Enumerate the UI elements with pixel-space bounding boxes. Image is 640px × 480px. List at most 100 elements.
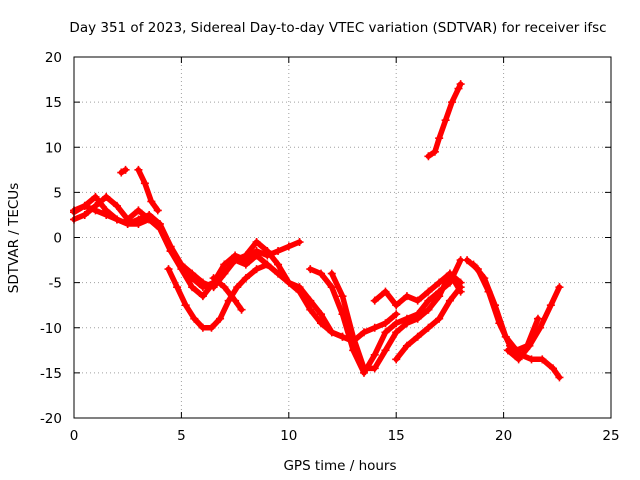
data-point xyxy=(241,260,250,269)
data-point xyxy=(140,179,149,188)
y-tick-label: 10 xyxy=(45,140,62,156)
series-track-7 xyxy=(210,275,245,313)
data-point xyxy=(392,319,401,328)
data-point xyxy=(381,287,390,296)
chart-title: Day 351 of 2023, Sidereal Day-to-day VTE… xyxy=(69,20,606,36)
data-point xyxy=(413,296,422,305)
data-point xyxy=(207,323,216,332)
data-point xyxy=(274,247,283,256)
data-point xyxy=(134,219,143,228)
data-point xyxy=(123,219,132,228)
data-point xyxy=(338,292,347,301)
data-point xyxy=(177,265,186,274)
data-point xyxy=(220,283,229,292)
data-point xyxy=(512,346,521,355)
data-point xyxy=(102,210,111,219)
data-point xyxy=(121,165,130,174)
data-point xyxy=(102,192,111,201)
data-point xyxy=(525,341,534,350)
data-point xyxy=(381,346,390,355)
data-point xyxy=(188,269,197,278)
data-point xyxy=(392,301,401,310)
axis-ticks: 0 5 10 15 20 25 -20 -15 -10 -5 0 5 10 15 20 xyxy=(40,50,620,444)
data-point xyxy=(413,314,422,323)
data-point xyxy=(263,247,272,256)
x-tick-label: 5 xyxy=(177,428,186,444)
y-tick-label: -10 xyxy=(40,321,62,337)
data-point xyxy=(469,260,478,269)
data-point xyxy=(155,224,164,233)
data-point xyxy=(445,296,454,305)
data-point xyxy=(527,355,536,364)
y-tick-label: 15 xyxy=(45,95,62,111)
data-point xyxy=(370,350,379,359)
data-point xyxy=(514,355,523,364)
data-point xyxy=(252,265,261,274)
data-point xyxy=(274,260,283,269)
data-point xyxy=(454,84,463,93)
data-point xyxy=(241,274,250,283)
series-track-6 xyxy=(165,261,271,331)
data-point xyxy=(448,98,457,107)
data-point xyxy=(284,278,293,287)
data-point xyxy=(263,260,272,269)
data-point xyxy=(359,364,368,373)
data-point xyxy=(480,274,489,283)
data-point xyxy=(80,210,89,219)
data-point xyxy=(501,332,510,341)
data-point xyxy=(435,292,444,301)
data-point xyxy=(327,283,336,292)
x-axis-label: GPS time / hours xyxy=(283,458,396,474)
data-point xyxy=(198,278,207,287)
data-point xyxy=(491,301,500,310)
y-tick-label: 0 xyxy=(53,231,62,247)
data-point xyxy=(134,165,143,174)
data-point xyxy=(370,296,379,305)
data-point xyxy=(402,292,411,301)
data-point xyxy=(134,206,143,215)
data-point xyxy=(252,251,261,260)
x-tick-label: 0 xyxy=(70,428,79,444)
data-point xyxy=(317,319,326,328)
series-track-5 xyxy=(135,167,161,214)
y-tick-label: -5 xyxy=(49,276,62,292)
data-point xyxy=(549,364,558,373)
data-point xyxy=(231,296,240,305)
data-point xyxy=(241,251,250,260)
grid-lines xyxy=(74,57,611,418)
data-point xyxy=(166,247,175,256)
data-point xyxy=(370,323,379,332)
data-point xyxy=(413,332,422,341)
y-tick-label: -15 xyxy=(40,366,62,382)
data-point xyxy=(306,305,315,314)
data-point xyxy=(284,242,293,251)
data-point xyxy=(424,323,433,332)
data-point xyxy=(231,256,240,265)
data-point xyxy=(147,197,156,206)
data-point xyxy=(164,265,173,274)
data-point xyxy=(327,328,336,337)
data-point xyxy=(327,269,336,278)
data-point xyxy=(145,215,154,224)
x-tick-label: 20 xyxy=(495,428,512,444)
data-point xyxy=(173,283,182,292)
data-point xyxy=(233,283,242,292)
y-tick-label: 20 xyxy=(45,50,62,66)
data-point xyxy=(381,328,390,337)
data-point xyxy=(209,274,218,283)
data-layer xyxy=(70,80,564,382)
data-point xyxy=(430,147,439,156)
data-point xyxy=(435,314,444,323)
data-point xyxy=(441,116,450,125)
data-point xyxy=(392,355,401,364)
data-point xyxy=(424,152,433,161)
data-point xyxy=(424,305,433,314)
data-point xyxy=(381,319,390,328)
data-point xyxy=(252,238,261,247)
data-point xyxy=(349,332,358,341)
data-point xyxy=(306,265,315,274)
data-point xyxy=(445,269,454,278)
data-point xyxy=(463,256,472,265)
data-point xyxy=(538,355,547,364)
